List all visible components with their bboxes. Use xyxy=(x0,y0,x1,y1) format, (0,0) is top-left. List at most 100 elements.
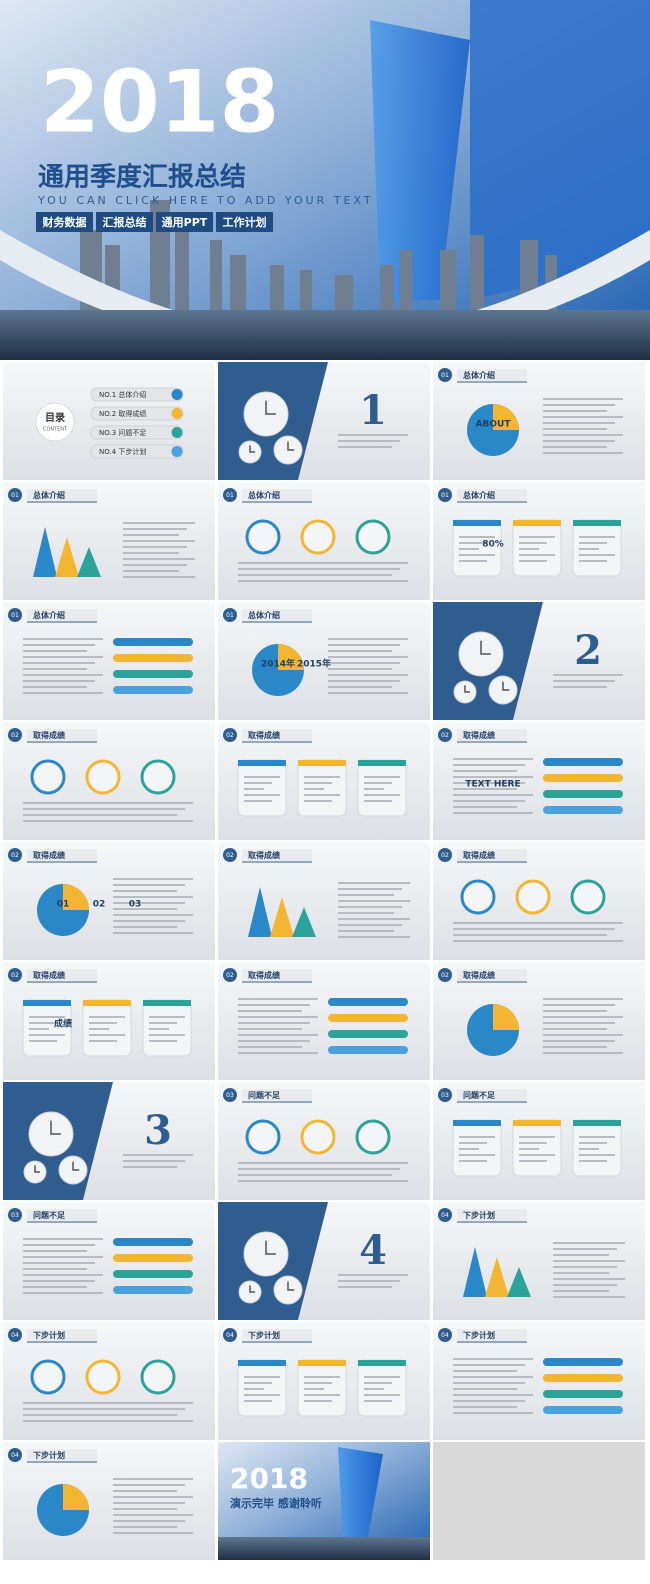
text-line xyxy=(364,1388,384,1390)
slide: 04 下步计划 xyxy=(433,1322,645,1440)
text-line xyxy=(459,548,479,550)
text-line xyxy=(338,918,410,920)
text-line xyxy=(543,452,623,454)
text-line xyxy=(113,920,185,922)
bar-deco xyxy=(328,1046,408,1054)
text-line xyxy=(459,1154,495,1156)
text-line xyxy=(364,794,400,796)
badge-bg xyxy=(223,488,237,502)
text-line xyxy=(123,576,195,578)
card-top xyxy=(573,520,621,526)
text-line xyxy=(304,1382,332,1384)
text-line xyxy=(29,1016,65,1018)
title-bg xyxy=(457,489,527,501)
section-number: 1 xyxy=(359,387,387,434)
text-line xyxy=(113,1520,185,1522)
pie-slice xyxy=(63,1484,89,1510)
slide-title: 总体介绍 xyxy=(33,610,65,620)
slide-title: 下步计划 xyxy=(248,1330,280,1340)
text-line xyxy=(123,522,195,524)
text-line xyxy=(519,536,555,538)
slide: 01 总体介绍 xyxy=(3,482,215,600)
toc-item-bg xyxy=(90,387,184,402)
text-line xyxy=(579,560,607,562)
text-line xyxy=(459,1142,487,1144)
text-line xyxy=(543,1028,607,1030)
clock-hand xyxy=(265,400,276,415)
badge: 02 xyxy=(11,852,19,859)
slide: 3 xyxy=(3,1082,215,1200)
pie-slice xyxy=(493,1004,519,1030)
text-line xyxy=(453,1406,517,1408)
text-line xyxy=(244,794,280,796)
bar-deco xyxy=(543,774,623,782)
text-line xyxy=(244,1394,280,1396)
text-line xyxy=(23,686,87,688)
text-line xyxy=(23,1256,103,1258)
title-bg xyxy=(457,969,527,981)
skyline xyxy=(80,200,557,310)
text-line xyxy=(543,1022,615,1024)
text-line xyxy=(459,1148,479,1150)
text-line xyxy=(123,558,195,560)
text-line xyxy=(328,692,408,694)
badge-bg xyxy=(438,968,452,982)
text-line xyxy=(23,1280,95,1282)
text-line xyxy=(543,440,615,442)
text-line xyxy=(238,580,408,582)
text-line xyxy=(364,782,392,784)
text-line xyxy=(459,1136,495,1138)
text-line xyxy=(23,650,87,652)
badge: 01 xyxy=(226,492,234,499)
slide: 04 下步计划 xyxy=(3,1322,215,1440)
text-line xyxy=(579,536,615,538)
text-line xyxy=(23,1408,185,1410)
text-line xyxy=(113,884,185,886)
text-line xyxy=(453,794,533,796)
text-line xyxy=(364,776,400,778)
text-line xyxy=(328,674,408,676)
section-number: 2 xyxy=(574,627,602,674)
text-line xyxy=(29,1022,57,1024)
hero-tags: 财务数据 汇报总结 通用PPT 工作计划 xyxy=(36,212,273,232)
title-bg xyxy=(27,489,97,501)
text-line xyxy=(543,446,607,448)
circle-deco xyxy=(85,759,121,795)
badge: 01 xyxy=(226,612,234,619)
text-line xyxy=(23,802,193,804)
text-line xyxy=(23,674,103,676)
hero-year: 2018 xyxy=(40,52,279,152)
text-line xyxy=(543,1046,607,1048)
text-line xyxy=(23,680,95,682)
slide-title: 下步计划 xyxy=(463,1210,495,1220)
circle-deco xyxy=(300,1119,336,1155)
text-line xyxy=(123,564,187,566)
clock-hand xyxy=(34,1165,40,1173)
clock-hand xyxy=(249,445,255,453)
text-line xyxy=(238,1046,302,1048)
tri-deco xyxy=(485,1257,509,1297)
text-line xyxy=(338,434,408,436)
text-line xyxy=(23,1274,103,1276)
text-line xyxy=(519,548,539,550)
text-line xyxy=(304,1376,340,1378)
text-line xyxy=(543,1016,623,1018)
text-line xyxy=(304,1400,332,1402)
slide-label: 03 xyxy=(129,900,142,910)
text-line xyxy=(519,1142,547,1144)
text-line xyxy=(453,758,533,760)
circle-deco xyxy=(515,879,551,915)
text-line xyxy=(123,570,179,572)
text-line xyxy=(453,770,517,772)
slide-label: 80% xyxy=(482,540,504,550)
slide: 1 xyxy=(218,362,430,480)
clock-hand xyxy=(502,681,510,691)
text-line xyxy=(23,814,177,816)
text-line xyxy=(543,1004,615,1006)
text-line xyxy=(238,998,318,1000)
text-line xyxy=(238,574,392,576)
text-line xyxy=(459,1160,487,1162)
slide-title: 取得成绩 xyxy=(248,730,280,740)
slide-title: 取得成绩 xyxy=(463,730,495,740)
